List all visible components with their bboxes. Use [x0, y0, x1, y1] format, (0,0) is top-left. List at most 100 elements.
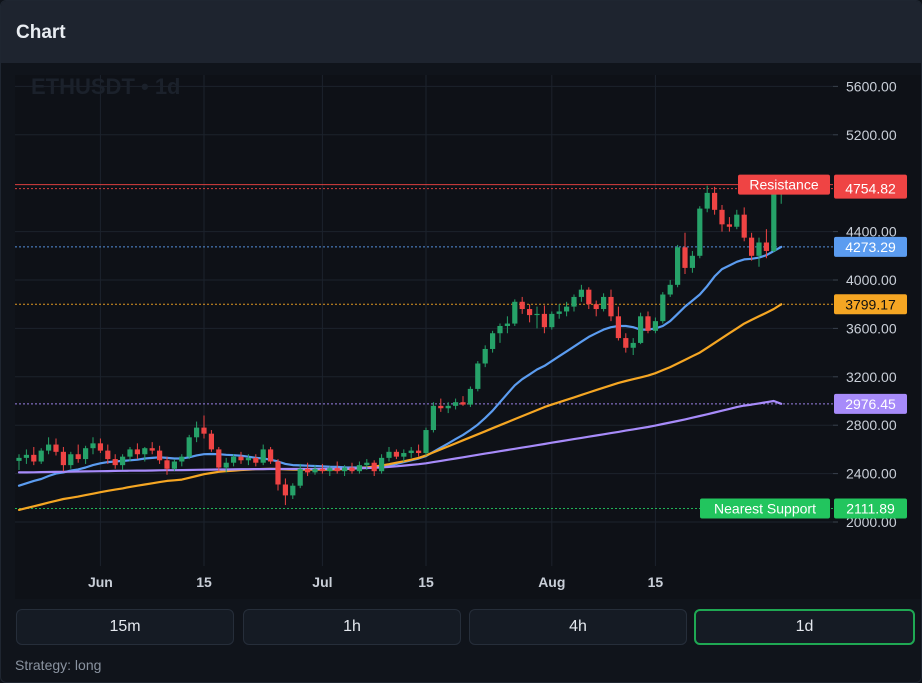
candle: [615, 306, 621, 341]
candle: [305, 462, 311, 477]
timeframe-button-1d[interactable]: 1d: [694, 609, 915, 645]
candle-body: [697, 208, 703, 256]
candle: [712, 186, 718, 215]
candle: [423, 427, 429, 456]
candle: [253, 454, 259, 467]
candle-body: [712, 192, 718, 210]
y-tick-label: 3200.00: [846, 369, 897, 385]
level-tag-bg: [738, 174, 830, 195]
candle: [741, 207, 747, 242]
candle-body: [157, 450, 163, 461]
candle-body: [164, 460, 170, 469]
candle-body: [112, 459, 118, 466]
candle: [194, 421, 200, 443]
y-tick-label: 5200.00: [846, 127, 897, 143]
candle: [356, 461, 362, 474]
candle: [734, 209, 740, 230]
candle: [186, 434, 192, 460]
candle-body: [519, 301, 525, 310]
candle-body: [46, 444, 52, 451]
y-tick-label: 4000.00: [846, 272, 897, 288]
candle: [578, 284, 584, 302]
candle-body: [253, 457, 259, 463]
candle: [142, 446, 148, 462]
y-tick-label: 2800.00: [846, 417, 897, 433]
candle-body: [208, 433, 214, 450]
price-chart[interactable]: 5600.00 5200.00 4400.00 4000.00 3600.00 3200.…: [1, 63, 922, 603]
candle-body: [475, 363, 481, 389]
candle-body: [408, 450, 414, 454]
candle-body: [578, 289, 584, 297]
candle-body: [238, 456, 244, 461]
candle: [68, 451, 74, 469]
candle: [379, 454, 385, 474]
candle: [208, 430, 214, 452]
price-axis-label-text: 2976.45: [845, 396, 896, 412]
timeframe-button-15m[interactable]: 15m: [16, 609, 234, 645]
candle: [401, 449, 407, 462]
candle-body: [556, 311, 562, 314]
candle-body: [638, 316, 644, 343]
timeframe-button-4h[interactable]: 4h: [469, 609, 687, 645]
x-tick-label: 15: [418, 574, 434, 590]
price-axis-label-bg: [834, 393, 907, 414]
candle-body: [430, 405, 436, 431]
candle: [157, 445, 163, 464]
y-tick-label: 3600.00: [846, 320, 897, 336]
price-axis-label-bg: [834, 178, 907, 199]
candle: [549, 311, 555, 330]
candle-body: [16, 457, 22, 461]
candle-body: [675, 247, 681, 285]
candle-body: [275, 461, 281, 485]
candle-body: [719, 209, 725, 225]
candle: [534, 306, 540, 329]
candle: [638, 312, 644, 345]
candle-body: [623, 338, 629, 348]
candle: [275, 459, 281, 491]
candle: [90, 437, 96, 455]
candle: [179, 454, 185, 467]
candle: [260, 444, 266, 466]
price-axis-label-text: 2111.89: [846, 500, 895, 516]
candle-body: [386, 451, 392, 458]
candle: [504, 316, 510, 334]
timeframe-button-1h[interactable]: 1h: [243, 609, 461, 645]
candle-body: [771, 190, 777, 251]
candle-body: [497, 325, 503, 334]
candle-body: [512, 301, 518, 324]
candle-body: [527, 309, 533, 316]
candle: [97, 438, 103, 454]
candle: [482, 345, 488, 368]
x-tick-label: Aug: [538, 574, 565, 590]
price-axis-label-text: 4273.29: [845, 239, 896, 255]
candle-body: [356, 465, 362, 472]
candle: [231, 454, 237, 467]
candle: [223, 457, 229, 473]
candle: [564, 301, 570, 317]
y-tick-label: 2400.00: [846, 466, 897, 482]
candle: [319, 463, 325, 474]
candle: [134, 443, 140, 460]
candle: [438, 398, 444, 412]
time-axis: [15, 566, 921, 599]
candle: [593, 300, 599, 317]
candle: [16, 454, 22, 470]
candle: [645, 311, 651, 334]
candle-body: [393, 451, 399, 457]
candle-body: [60, 451, 66, 466]
candle: [290, 483, 296, 500]
candle-body: [194, 427, 200, 438]
candle: [556, 304, 562, 319]
candle: [571, 294, 577, 312]
candle-body: [120, 456, 126, 466]
y-tick-label: 4400.00: [846, 224, 897, 240]
candle: [726, 217, 732, 232]
candle: [512, 299, 518, 326]
candle-body: [645, 316, 651, 331]
level-tag-text: Nearest Support: [714, 500, 816, 516]
candle: [75, 444, 81, 463]
candle: [490, 330, 496, 353]
candle-body: [75, 454, 81, 460]
candle-body: [689, 255, 695, 268]
candle: [327, 466, 333, 477]
